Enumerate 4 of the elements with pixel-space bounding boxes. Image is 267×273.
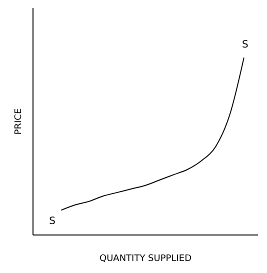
y-axis-title: PRICE <box>14 108 24 135</box>
annotation: S <box>49 216 56 228</box>
text: S <box>242 40 248 51</box>
x-axis-title: QUANTITY SUPPLIED <box>99 254 192 264</box>
